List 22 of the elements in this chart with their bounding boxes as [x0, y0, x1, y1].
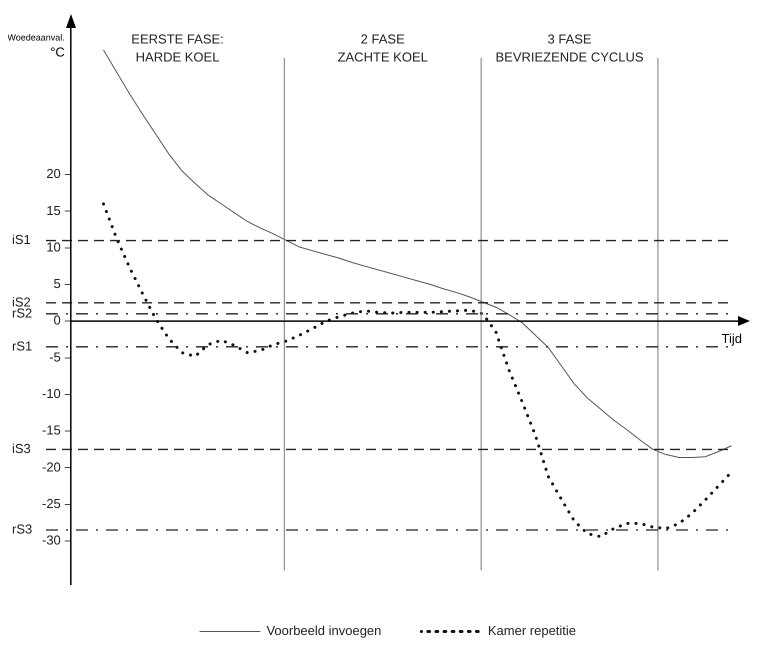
y-tick-label: -25 — [42, 496, 61, 511]
y-tick-label: 10 — [46, 239, 61, 254]
y-tick-label: -30 — [42, 532, 61, 548]
y-tick-label: 5 — [54, 276, 61, 292]
y-tick-label: -10 — [42, 386, 61, 402]
ref-line-label: rS1 — [12, 338, 32, 354]
y-tick-label: 20 — [46, 166, 61, 182]
legend-label: Kamer repetitie — [488, 623, 576, 638]
y-tick-label: -15 — [42, 422, 61, 438]
x-axis-title: Tijd — [722, 331, 742, 346]
ref-line-label: iS2 — [12, 294, 31, 310]
y-tick-label: -20 — [42, 459, 61, 474]
annotation: EERSTE FASE: HARDE KOEL — [131, 32, 224, 65]
y-tick-label: 0 — [54, 312, 61, 328]
y-tick-label: 15 — [46, 202, 61, 218]
ref-line-label: iS3 — [12, 440, 31, 456]
ref-line-label: iS1 — [12, 232, 31, 248]
legend-label: Voorbeeld invoegen — [266, 623, 382, 638]
annotation: 3 FASE BEVRIEZENDE CYCLUS — [495, 32, 644, 65]
ref-line-label: rS3 — [12, 522, 32, 537]
y-tick-label: -5 — [49, 349, 61, 364]
annotation: 2 FASE ZACHTE KOEL — [338, 32, 428, 65]
